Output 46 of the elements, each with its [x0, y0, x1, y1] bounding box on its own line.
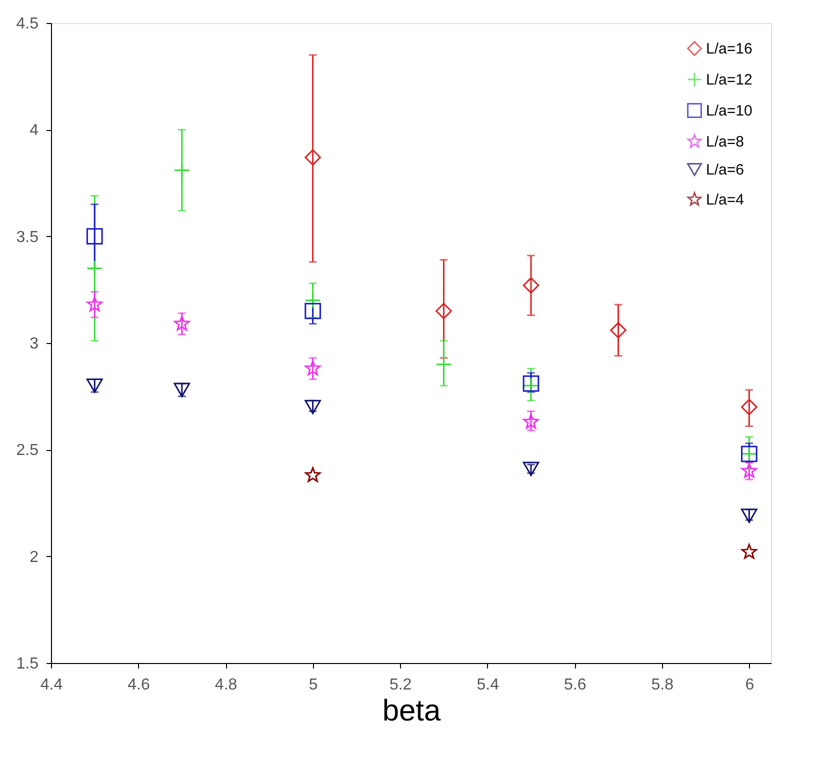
point: [86, 228, 103, 244]
x-tick-label: 4.8: [214, 676, 238, 694]
point: [86, 260, 103, 276]
y-tick-label: 2: [30, 548, 39, 566]
point: [174, 162, 190, 178]
point: [305, 360, 321, 376]
point: [304, 149, 321, 166]
x-tick-label: 6: [745, 676, 754, 694]
x-tick-label: 4.6: [128, 676, 150, 694]
y-tick-label: 2.5: [16, 442, 39, 460]
y-tick-label: 3.5: [16, 228, 39, 246]
legend-label: L/a=12: [706, 72, 752, 88]
point: [436, 356, 452, 372]
point: [741, 462, 757, 478]
point: [305, 467, 321, 482]
point: [436, 302, 452, 320]
point: [610, 322, 626, 338]
x-tick-label: 4.4: [40, 676, 63, 694]
point: [741, 544, 757, 559]
point: [522, 277, 540, 294]
point: [523, 414, 539, 429]
x-tick-label: 5.4: [476, 676, 500, 694]
x-tick-label: 5.6: [564, 676, 586, 694]
legend-label: L/a=16: [706, 40, 752, 58]
legend-label: L/a=4: [706, 192, 744, 208]
y-tick-label: 3: [30, 336, 39, 352]
point: [304, 292, 321, 308]
legend-label: L/a=10: [706, 102, 752, 120]
point: [522, 462, 540, 476]
point: [86, 378, 103, 393]
point: [304, 400, 321, 414]
point: [741, 508, 758, 523]
y-tick-label: 4: [30, 122, 39, 140]
point: [174, 316, 190, 331]
y-tick-label: 4.5: [16, 16, 39, 32]
x-tick-label: 5: [308, 676, 318, 694]
point: [304, 302, 321, 320]
x-axis-title: beta: [382, 694, 442, 728]
x-tick-label: 5.8: [651, 676, 674, 694]
y-tick-label: 1.5: [16, 656, 39, 672]
x-tick-label: 5.2: [389, 676, 412, 694]
legend-label: L/a=8: [706, 134, 744, 150]
point: [741, 398, 758, 416]
point: [174, 382, 190, 398]
legend-label: L/a=6: [706, 162, 744, 178]
point: [86, 296, 102, 312]
